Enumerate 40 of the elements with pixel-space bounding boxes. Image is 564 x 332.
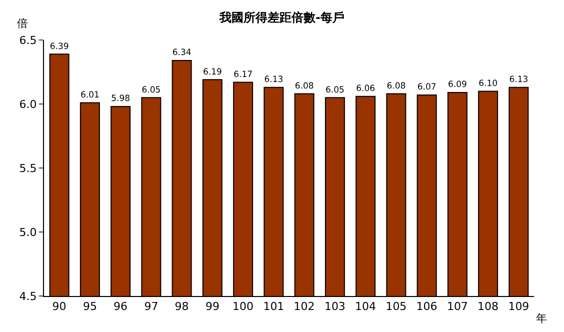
x-tick-label: 105 bbox=[386, 300, 407, 314]
data-label: 6.05 bbox=[142, 85, 161, 96]
data-label: 6.34 bbox=[172, 48, 192, 58]
x-tick-label: 102 bbox=[294, 300, 315, 314]
x-tick-label: 98 bbox=[174, 300, 189, 314]
x-tick-label: 100 bbox=[232, 300, 254, 314]
x-tick-label: 107 bbox=[446, 300, 468, 314]
x-tick-label: 106 bbox=[416, 300, 438, 314]
data-label: 6.07 bbox=[417, 82, 436, 93]
data-label: 6.19 bbox=[202, 67, 222, 78]
x-tick-label: 109 bbox=[508, 300, 530, 314]
x-tick-label: 90 bbox=[52, 300, 66, 314]
x-tick-label: 97 bbox=[144, 300, 158, 314]
x-tick-label: 104 bbox=[355, 300, 376, 314]
y-tick-label: 6.5 bbox=[19, 34, 37, 47]
chart-title: 我國所得差距倍數-每戶 bbox=[218, 10, 344, 25]
x-tick-label: 99 bbox=[205, 300, 220, 314]
x-tick-label: 95 bbox=[82, 300, 97, 314]
data-label: 6.01 bbox=[80, 90, 100, 100]
data-label: 6.13 bbox=[264, 75, 284, 86]
data-label: 6.39 bbox=[50, 42, 69, 52]
data-label: 6.08 bbox=[294, 81, 314, 92]
x-tick-label: 101 bbox=[263, 300, 284, 314]
data-label: 6.09 bbox=[448, 80, 467, 90]
x-tick-label: 103 bbox=[324, 300, 346, 314]
y-tick-label: 5.0 bbox=[19, 226, 37, 239]
x-tick-label: 96 bbox=[114, 300, 128, 314]
y-tick-label: 4.5 bbox=[19, 290, 37, 303]
data-label: 6.06 bbox=[356, 84, 376, 94]
x-tick-label: 108 bbox=[478, 300, 499, 314]
data-label: 6.05 bbox=[325, 85, 344, 96]
y-tick-label: 6.0 bbox=[19, 98, 37, 111]
data-label: 6.08 bbox=[386, 81, 406, 92]
data-label: 6.10 bbox=[478, 78, 498, 89]
y-tick-label: 5.5 bbox=[19, 162, 37, 175]
data-label: 6.17 bbox=[234, 70, 253, 80]
y-axis-title: 倍 bbox=[17, 17, 28, 30]
data-label: 6.13 bbox=[509, 75, 528, 86]
data-label: 5.98 bbox=[111, 94, 130, 104]
x-axis-title: 年 bbox=[536, 312, 547, 325]
